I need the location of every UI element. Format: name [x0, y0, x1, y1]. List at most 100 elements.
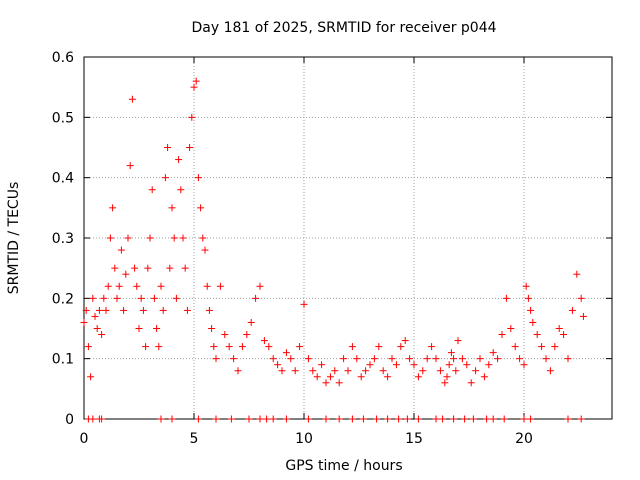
data-point	[579, 312, 587, 320]
data-point	[309, 367, 317, 375]
data-point	[106, 234, 114, 242]
data-point	[98, 331, 106, 339]
zero-data-point	[373, 415, 381, 423]
data-point	[520, 361, 528, 369]
data-point	[441, 379, 449, 387]
data-point	[527, 306, 535, 314]
y-tick-label: 0.5	[52, 110, 74, 126]
data-point	[142, 343, 150, 351]
data-point	[432, 355, 440, 363]
data-point	[436, 367, 444, 375]
data-point	[445, 361, 453, 369]
zero-data-point	[157, 415, 165, 423]
axis-ticks: 0 0.1 0.2 0.3 0.4 0.5 0.6 0 5 10 15 20	[52, 50, 612, 447]
data-point	[111, 264, 119, 272]
data-point	[335, 379, 343, 387]
data-point	[133, 282, 141, 290]
data-point	[159, 306, 167, 314]
data-point	[463, 361, 471, 369]
data-point	[494, 355, 502, 363]
zero-data-point	[263, 415, 271, 423]
y-axis-label: SRMTID / TECUs	[6, 182, 22, 295]
data-point	[170, 234, 178, 242]
data-point	[192, 77, 200, 85]
data-point	[208, 325, 216, 332]
data-point	[197, 204, 205, 212]
data-point	[452, 367, 460, 375]
data-point	[300, 300, 308, 308]
data-point	[188, 113, 196, 121]
data-point	[419, 367, 427, 375]
data-point	[104, 282, 112, 290]
data-point	[194, 174, 202, 182]
data-point	[423, 355, 431, 363]
data-point	[269, 355, 277, 363]
data-point	[157, 282, 165, 290]
data-point	[190, 83, 198, 91]
zero-data-point	[256, 415, 264, 423]
data-point	[155, 343, 163, 351]
zero-data-point	[483, 415, 491, 423]
x-axis-label: GPS time / hours	[285, 458, 402, 474]
zero-data-point	[245, 415, 253, 423]
data-point	[274, 361, 282, 369]
data-point	[375, 343, 383, 351]
data-point	[117, 246, 125, 254]
data-point	[221, 331, 229, 339]
data-point	[511, 343, 519, 351]
data-point	[199, 234, 207, 242]
data-points	[80, 77, 587, 423]
data-point	[546, 367, 554, 375]
data-point	[318, 361, 326, 369]
zero-data-point	[348, 415, 356, 423]
data-point	[161, 174, 169, 182]
y-tick-label: 0.2	[52, 291, 74, 307]
data-point	[450, 355, 458, 363]
x-tick-label: 10	[295, 431, 313, 447]
data-point	[137, 294, 145, 302]
data-point	[168, 204, 176, 212]
zero-data-point	[564, 415, 572, 423]
grid-lines	[84, 57, 612, 419]
zero-data-point	[194, 415, 202, 423]
data-point	[577, 294, 585, 302]
data-point	[175, 156, 183, 164]
data-point	[177, 186, 185, 194]
data-point	[555, 325, 563, 332]
zero-data-point	[269, 415, 277, 423]
zero-data-point	[500, 415, 508, 423]
data-point	[179, 234, 187, 242]
data-point	[183, 306, 191, 314]
data-point	[344, 367, 352, 375]
data-point	[529, 318, 537, 326]
data-point	[458, 355, 466, 363]
data-point	[247, 318, 255, 326]
data-point	[362, 367, 370, 375]
data-point	[516, 355, 524, 363]
zero-data-point	[304, 415, 312, 423]
data-point	[131, 264, 139, 272]
data-point	[87, 373, 95, 381]
data-point	[135, 325, 143, 332]
zero-data-point	[98, 415, 106, 423]
data-point	[522, 282, 530, 290]
data-point	[120, 306, 128, 314]
zero-data-point	[282, 415, 290, 423]
data-point	[397, 343, 405, 351]
data-point	[502, 294, 510, 302]
data-point	[128, 95, 136, 103]
data-point	[348, 343, 356, 351]
data-point	[252, 294, 260, 302]
data-point	[265, 343, 273, 351]
zero-data-point	[212, 415, 220, 423]
data-point	[150, 294, 158, 302]
data-point	[538, 343, 546, 351]
x-tick-label: 5	[190, 431, 199, 447]
data-point	[260, 337, 268, 345]
data-point	[126, 162, 134, 170]
data-point	[256, 282, 264, 290]
y-tick-label: 0	[65, 412, 74, 428]
data-point	[115, 282, 123, 290]
data-point	[109, 204, 117, 212]
data-point	[212, 355, 220, 363]
